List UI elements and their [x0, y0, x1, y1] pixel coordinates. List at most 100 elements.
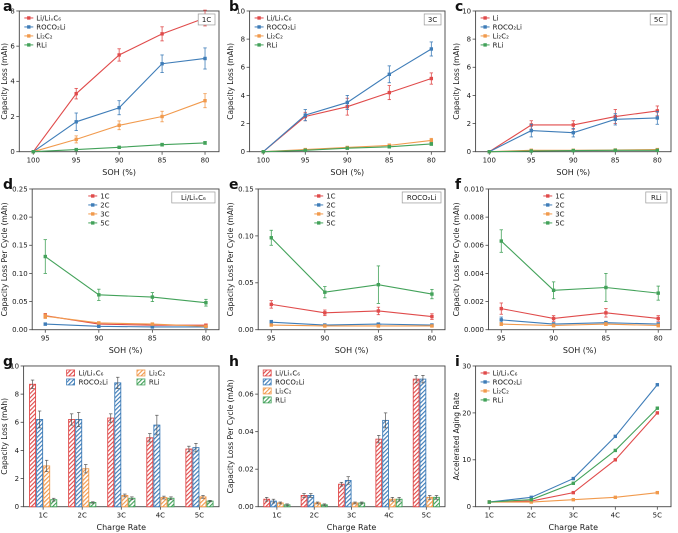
svg-text:85: 85 — [611, 157, 620, 165]
svg-text:ROCO₂Li: ROCO₂Li — [493, 23, 522, 31]
panel-d: d 0.00 0.05 0.10 0.15 0.20 0.25 95 90 85 80 SOH (%… — [0, 178, 226, 356]
svg-text:0.00: 0.00 — [12, 326, 28, 334]
svg-text:6: 6 — [241, 64, 245, 72]
svg-text:0.008: 0.008 — [464, 213, 484, 221]
svg-text:0.04: 0.04 — [238, 428, 254, 436]
chart-capacity-loss-5c: 0 2 4 6 8 10 100 95 90 85 80 SOH (%) Capacity Loss (… — [452, 7, 672, 177]
svg-text:Charge Rate: Charge Rate — [97, 524, 147, 533]
svg-text:10: 10 — [236, 7, 245, 15]
svg-text:85: 85 — [148, 334, 157, 342]
svg-text:Charge Rate: Charge Rate — [327, 524, 377, 533]
svg-text:8: 8 — [467, 36, 471, 44]
svg-text:1C: 1C — [202, 16, 211, 24]
svg-text:Li₂C₂: Li₂C₂ — [493, 388, 510, 396]
svg-text:2C: 2C — [310, 512, 319, 520]
panel-e: e 0.00 0.05 0.10 0.15 95 90 85 80 SOH (%) Capacit… — [226, 178, 452, 356]
svg-text:5C: 5C — [653, 512, 662, 520]
svg-text:90: 90 — [569, 157, 578, 165]
svg-text:95: 95 — [267, 334, 276, 342]
panel-g: g 0 2 4 6 8 10 1C 2C 3C 4C 5C Charge Rate Capacity L… — [0, 355, 226, 533]
svg-text:RLi: RLi — [275, 397, 286, 405]
svg-text:ROCO₂Li: ROCO₂Li — [407, 194, 436, 202]
svg-text:Li/LiₓC₆: Li/LiₓC₆ — [267, 14, 292, 22]
svg-text:85: 85 — [385, 157, 394, 165]
svg-text:10: 10 — [10, 363, 19, 371]
svg-text:Li₂C₂: Li₂C₂ — [275, 388, 292, 396]
svg-text:80: 80 — [201, 157, 210, 165]
svg-text:95: 95 — [72, 157, 81, 165]
svg-text:3C: 3C — [117, 512, 126, 520]
svg-text:5C: 5C — [555, 219, 564, 227]
panel-letter-i: i — [455, 355, 460, 371]
svg-text:2: 2 — [15, 475, 19, 483]
svg-text:4: 4 — [10, 78, 15, 86]
panel-f: f 0.000 0.002 0.004 0.006 0.008 0.010 95 90 85 80… — [452, 178, 678, 356]
svg-text:85: 85 — [374, 334, 383, 342]
svg-text:90: 90 — [115, 157, 124, 165]
svg-text:0.00: 0.00 — [238, 503, 254, 511]
svg-text:ROCO₂Li: ROCO₂Li — [36, 23, 65, 31]
svg-text:RLi: RLi — [149, 379, 160, 387]
svg-text:ROCO₂Li: ROCO₂Li — [275, 379, 304, 387]
svg-text:0.05: 0.05 — [12, 298, 28, 306]
panel-i: i 0 10 20 30 1C 2C 3C 4C 5C Charge Rate Accelerate… — [452, 355, 678, 533]
svg-text:0.002: 0.002 — [464, 298, 484, 306]
svg-text:10: 10 — [462, 7, 471, 15]
svg-text:90: 90 — [549, 334, 558, 342]
svg-text:0.010: 0.010 — [464, 185, 484, 193]
svg-text:4: 4 — [241, 92, 246, 100]
panel-letter-e: e — [229, 177, 239, 193]
svg-text:Accelerated Aging Rate: Accelerated Aging Rate — [452, 392, 461, 480]
svg-text:8: 8 — [15, 391, 19, 399]
svg-text:6: 6 — [10, 43, 14, 51]
svg-text:ROCO₂Li: ROCO₂Li — [79, 379, 108, 387]
svg-text:0: 0 — [241, 148, 245, 156]
svg-text:4: 4 — [467, 92, 472, 100]
chart-accelerated-aging-rate: 0 10 20 30 1C 2C 3C 4C 5C Charge Rate Accelerated … — [452, 363, 672, 533]
svg-text:ROCO₂Li: ROCO₂Li — [493, 379, 522, 387]
svg-text:0.10: 0.10 — [12, 269, 28, 277]
chart-loss-per-cycle-roco2li: 0.00 0.05 0.10 0.15 95 90 85 80 SOH (%) Capacity … — [226, 185, 446, 355]
svg-text:RLi: RLi — [36, 41, 47, 49]
svg-text:RLi: RLi — [267, 41, 278, 49]
svg-text:0: 0 — [10, 148, 14, 156]
svg-text:0.25: 0.25 — [12, 185, 28, 193]
svg-text:1C: 1C — [555, 192, 564, 200]
svg-text:5C: 5C — [654, 16, 663, 24]
chart-bar-capacity-loss: 0 2 4 6 8 10 1C 2C 3C 4C 5C Charge Rate Capacity Los… — [0, 363, 220, 533]
svg-text:Capacity Loss (mAh): Capacity Loss (mAh) — [452, 43, 461, 120]
svg-text:80: 80 — [201, 334, 210, 342]
svg-text:0.15: 0.15 — [12, 241, 28, 249]
svg-text:100: 100 — [257, 157, 270, 165]
svg-text:0.15: 0.15 — [238, 185, 254, 193]
chart-loss-per-cycle-lixc6: 0.00 0.05 0.10 0.15 0.20 0.25 95 90 85 80 SOH (%) C… — [0, 185, 220, 355]
svg-text:6: 6 — [15, 419, 19, 427]
svg-text:2C: 2C — [555, 201, 564, 209]
svg-text:4C: 4C — [611, 512, 620, 520]
svg-text:0.02: 0.02 — [238, 466, 254, 474]
svg-text:85: 85 — [601, 334, 610, 342]
svg-text:5C: 5C — [195, 512, 204, 520]
panel-letter-d: d — [3, 177, 14, 193]
panel-letter-g: g — [3, 355, 14, 371]
svg-text:3C: 3C — [326, 210, 335, 218]
svg-text:3C: 3C — [555, 210, 564, 218]
panel-b: b 0 2 4 6 8 10 100 95 90 85 80 SOH (%) Capacity Loss… — [226, 0, 452, 178]
svg-text:Li₂C₂: Li₂C₂ — [267, 32, 284, 40]
svg-text:0.10: 0.10 — [238, 232, 254, 240]
svg-text:85: 85 — [158, 157, 167, 165]
svg-text:6: 6 — [467, 64, 471, 72]
svg-text:Capacity Loss (mAh): Capacity Loss (mAh) — [0, 43, 9, 120]
chart-bar-loss-per-cycle: 0.00 0.02 0.04 0.06 1C 2C 3C 4C 5C Charge Rate Cap… — [226, 365, 446, 533]
svg-text:95: 95 — [527, 157, 536, 165]
svg-text:0.00: 0.00 — [238, 326, 254, 334]
svg-text:2: 2 — [241, 120, 245, 128]
svg-text:95: 95 — [497, 334, 506, 342]
svg-text:0.06: 0.06 — [238, 391, 254, 399]
panel-c: c 0 2 4 6 8 10 100 95 90 85 80 SOH (%) Capacity Loss… — [452, 0, 678, 178]
svg-text:90: 90 — [320, 334, 329, 342]
svg-text:1C: 1C — [326, 192, 335, 200]
svg-text:2: 2 — [10, 113, 14, 121]
svg-text:Charge Rate: Charge Rate — [549, 524, 599, 533]
svg-text:SOH (%): SOH (%) — [109, 346, 143, 355]
